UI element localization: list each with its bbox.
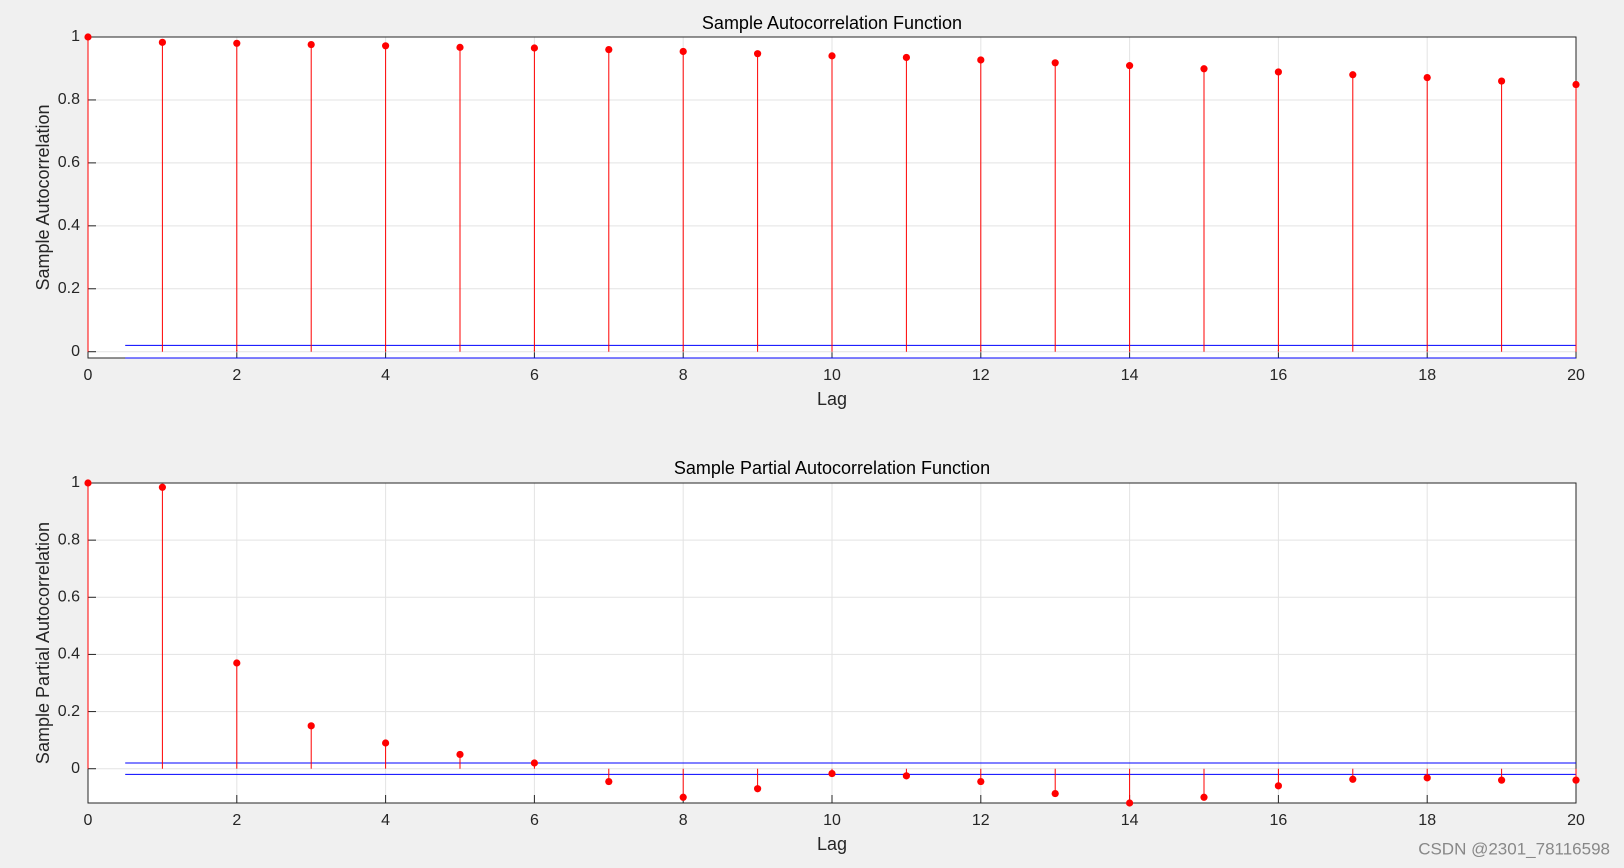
x-tick-label: 6 xyxy=(530,812,539,829)
y-tick-label: 1 xyxy=(71,28,80,45)
stem-marker xyxy=(530,44,539,52)
stem-marker xyxy=(828,769,836,778)
stem-marker xyxy=(605,777,613,786)
stem-marker xyxy=(233,39,241,47)
x-tick-label: 8 xyxy=(679,367,688,384)
x-tick-label: 16 xyxy=(1270,367,1288,384)
stem-marker xyxy=(1498,77,1506,85)
y-tick-label: 0.8 xyxy=(58,91,80,108)
stem-marker xyxy=(1349,71,1357,79)
stem-marker xyxy=(679,793,687,801)
stem-marker xyxy=(530,759,539,767)
stem-marker xyxy=(382,42,390,50)
watermark: CSDN @2301_78116598 xyxy=(1418,839,1610,858)
stem-marker xyxy=(158,483,166,491)
y-tick-label: 0.6 xyxy=(58,154,80,171)
x-tick-label: 2 xyxy=(232,367,241,384)
x-tick-label: 20 xyxy=(1567,812,1585,829)
stem-marker xyxy=(1349,775,1357,783)
stem-marker xyxy=(679,47,687,56)
stem-marker xyxy=(605,45,613,54)
x-tick-label: 20 xyxy=(1567,367,1585,384)
stem-marker xyxy=(1274,782,1282,790)
y-tick-label: 0.4 xyxy=(58,217,80,234)
stem-marker xyxy=(754,785,762,793)
x-axis-label: Lag xyxy=(817,389,847,409)
x-tick-label: 10 xyxy=(823,812,841,829)
stem-marker xyxy=(1200,793,1208,801)
stem-marker xyxy=(1274,68,1282,76)
stem-marker xyxy=(902,53,911,62)
y-tick-label: 0.8 xyxy=(58,531,80,548)
stem-marker xyxy=(456,43,464,51)
x-tick-label: 4 xyxy=(381,367,390,384)
stem-marker xyxy=(1572,776,1580,784)
y-tick-label: 0 xyxy=(71,760,80,777)
x-tick-label: 18 xyxy=(1418,367,1436,384)
y-tick-label: 1 xyxy=(71,474,80,491)
stem-marker xyxy=(158,38,166,46)
stem-marker xyxy=(307,722,315,730)
stem-marker xyxy=(84,33,92,41)
stem-marker xyxy=(1051,789,1059,798)
x-tick-label: 0 xyxy=(84,812,93,829)
x-tick-label: 10 xyxy=(823,367,841,384)
y-tick-label: 0.6 xyxy=(58,589,80,606)
stem-marker xyxy=(233,659,241,667)
y-axis-label: Sample Partial Autocorrelation xyxy=(33,522,53,764)
chart-title: Sample Partial Autocorrelation Function xyxy=(674,458,990,478)
x-tick-label: 6 xyxy=(530,367,539,384)
y-axis-label: Sample Autocorrelation xyxy=(33,104,53,290)
x-tick-label: 0 xyxy=(84,367,93,384)
stem-marker xyxy=(1498,776,1506,784)
stem-marker xyxy=(1200,65,1208,73)
stem-marker xyxy=(1423,774,1431,782)
x-axis-label: Lag xyxy=(817,834,847,854)
x-tick-label: 14 xyxy=(1121,812,1139,829)
stem-marker xyxy=(977,777,985,786)
y-tick-label: 0 xyxy=(71,343,80,360)
x-tick-label: 2 xyxy=(232,812,241,829)
x-tick-label: 14 xyxy=(1121,367,1139,384)
stem-marker xyxy=(1572,80,1580,89)
x-tick-label: 12 xyxy=(972,812,990,829)
y-tick-label: 0.2 xyxy=(58,280,80,297)
x-tick-label: 18 xyxy=(1418,812,1436,829)
stem-marker xyxy=(382,739,390,747)
stem-marker xyxy=(456,750,464,759)
stem-marker xyxy=(828,52,836,60)
chart-title: Sample Autocorrelation Function xyxy=(702,13,962,33)
stem-marker xyxy=(1126,799,1134,807)
stem-marker xyxy=(1051,59,1059,67)
y-tick-label: 0.2 xyxy=(58,703,80,720)
stem-marker xyxy=(754,50,762,58)
x-tick-label: 12 xyxy=(972,367,990,384)
stem-marker xyxy=(977,56,985,64)
x-tick-label: 16 xyxy=(1270,812,1288,829)
y-tick-label: 0.4 xyxy=(58,646,80,663)
stem-marker xyxy=(1126,62,1134,70)
stem-marker xyxy=(902,772,911,780)
stem-marker xyxy=(1423,73,1431,82)
stem-marker xyxy=(84,479,92,487)
stem-marker xyxy=(307,40,315,49)
x-tick-label: 4 xyxy=(381,812,390,829)
x-tick-label: 8 xyxy=(679,812,688,829)
